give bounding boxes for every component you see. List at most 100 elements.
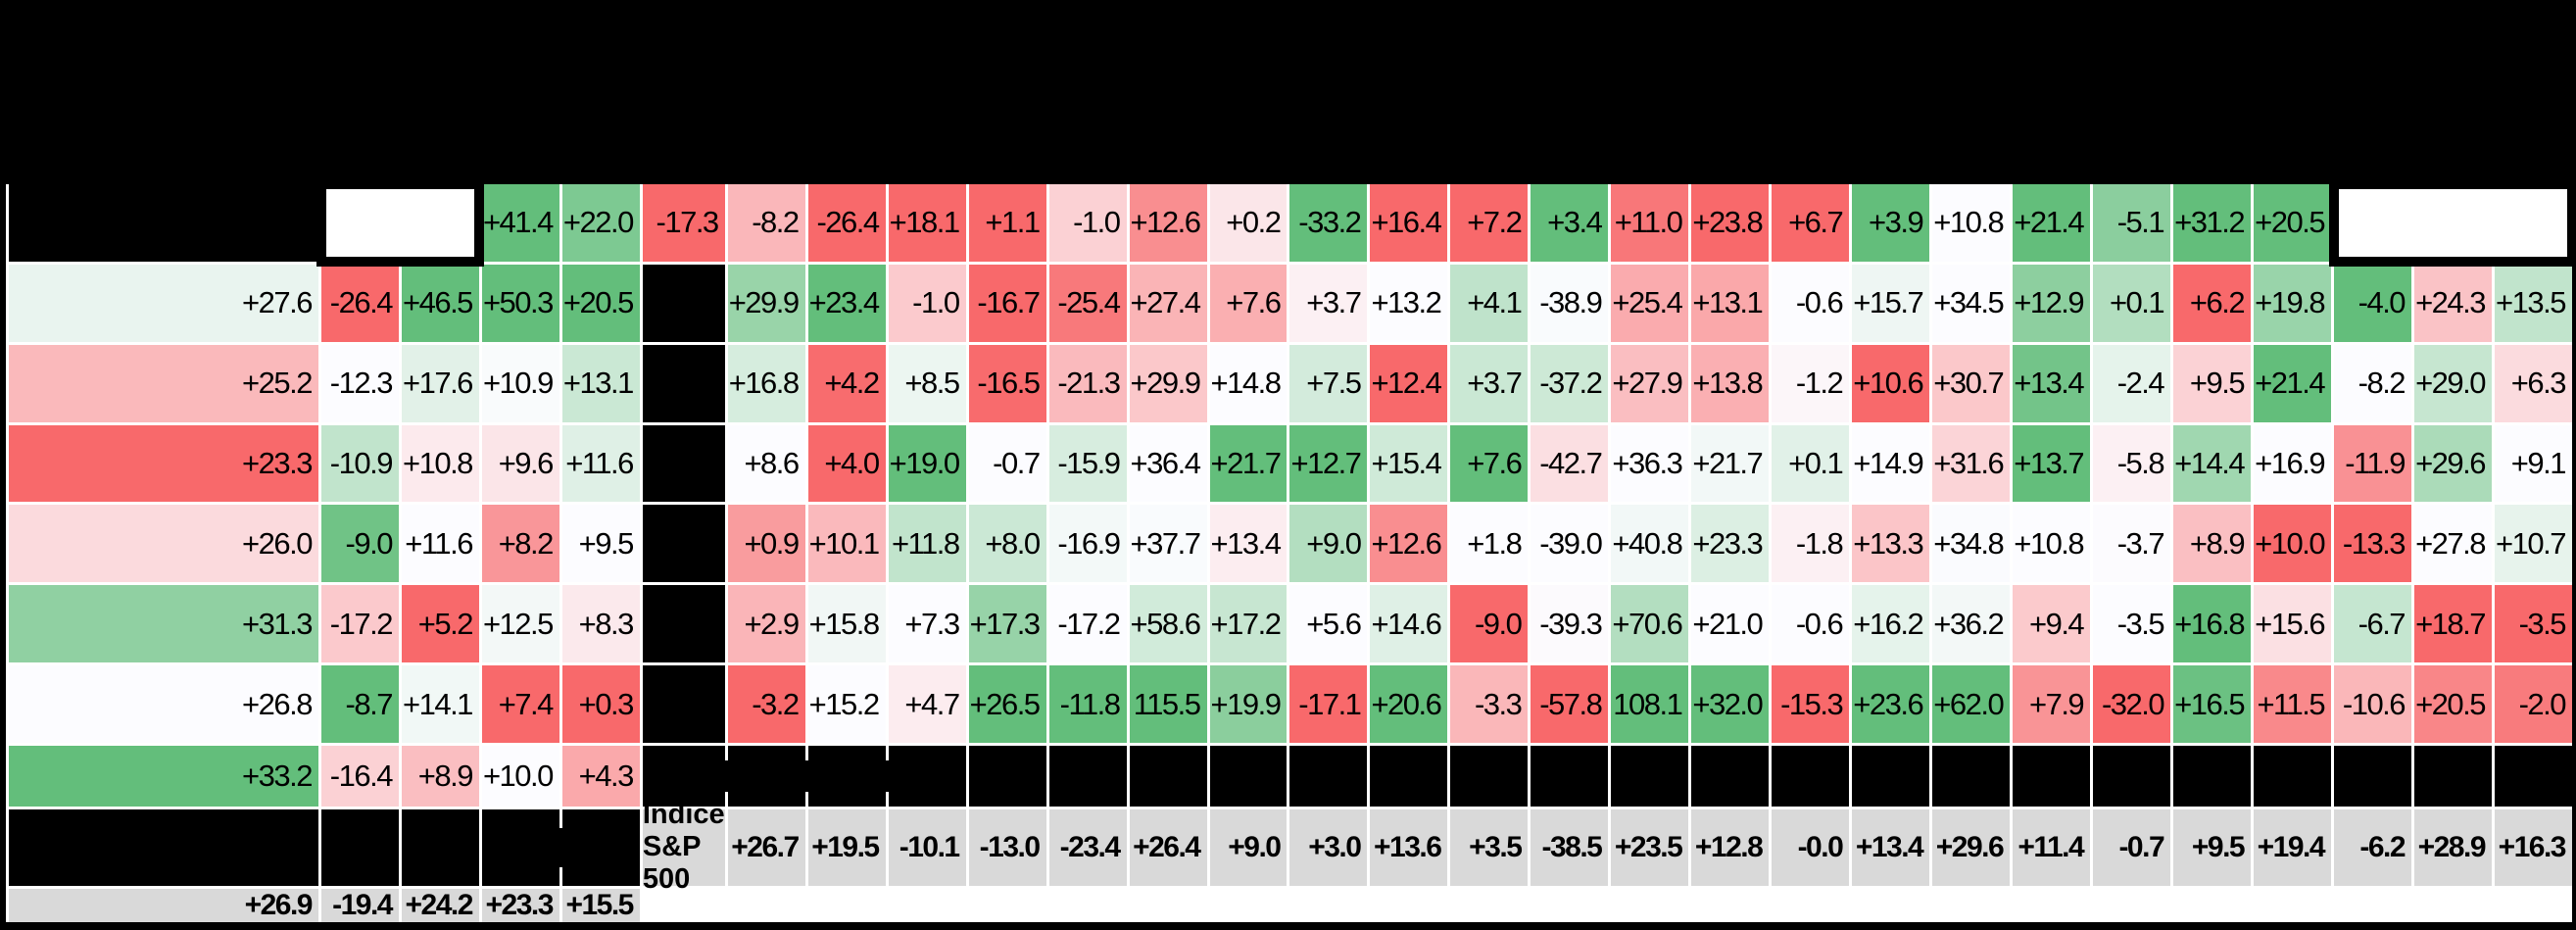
year-cell-redacted bbox=[1450, 745, 1529, 807]
index-row-cell: +16.3 bbox=[2495, 808, 2572, 886]
heatmap-cell: +13.1 bbox=[561, 344, 640, 422]
heatmap-cell: +7.4 bbox=[481, 665, 559, 743]
heatmap-cell: +16.2 bbox=[1852, 585, 1930, 663]
year-cell-redacted bbox=[1370, 745, 1448, 807]
heatmap-cell: -1.0 bbox=[888, 264, 966, 342]
year-cell-redacted bbox=[1531, 745, 1609, 807]
heatmap-cell: +17.2 bbox=[1209, 585, 1288, 663]
index-row-cell: +15.5 bbox=[561, 888, 640, 922]
heatmap-cell: +20.5 bbox=[2414, 665, 2493, 743]
heatmap-cell: +13.7 bbox=[2013, 424, 2091, 503]
index-row-cell: +11.4 bbox=[2013, 808, 2091, 886]
heatmap-cell: +0.3 bbox=[561, 665, 640, 743]
year-cell-redacted bbox=[804, 745, 886, 807]
year-cell-redacted bbox=[1852, 745, 1930, 807]
heatmap-cell: +9.4 bbox=[2013, 585, 2091, 663]
heatmap-cell: +3.4 bbox=[1531, 184, 1609, 262]
heatmap-cell: +31.6 bbox=[1932, 424, 2011, 503]
index-row-cell: -19.4 bbox=[321, 888, 399, 922]
heatmap-cell: -1.2 bbox=[1772, 344, 1850, 422]
heatmap-cell: -12.3 bbox=[321, 344, 399, 422]
index-row-cell: -23.4 bbox=[1048, 808, 1127, 886]
heatmap-cell: -39.3 bbox=[1531, 585, 1609, 663]
heatmap-cell: -39.0 bbox=[1531, 505, 1609, 583]
heatmap-cell: +13.3 bbox=[1852, 505, 1930, 583]
heatmap-cell: +12.5 bbox=[481, 585, 559, 663]
heatmap-cell: -10.6 bbox=[2334, 665, 2412, 743]
row-label-redacted bbox=[642, 585, 725, 663]
heatmap-cell: -8.7 bbox=[321, 665, 399, 743]
heatmap-cell: +15.6 bbox=[2254, 585, 2332, 663]
heatmap-cell: +1.1 bbox=[968, 184, 1046, 262]
heatmap-cell: +13.2 bbox=[1370, 264, 1448, 342]
heatmap-cell: -8.2 bbox=[727, 184, 805, 262]
heatmap-cell: -4.0 bbox=[2334, 264, 2412, 342]
heatmap-cell: +12.7 bbox=[1289, 424, 1368, 503]
heatmap-cell: +23.3 bbox=[9, 424, 318, 503]
heatmap-cell: +15.8 bbox=[807, 585, 886, 663]
heatmap-cell: -37.2 bbox=[1531, 344, 1609, 422]
heatmap-cell: +22.0 bbox=[561, 184, 640, 262]
heatmap-cell: +8.0 bbox=[968, 505, 1046, 583]
index-row-cell: -10.1 bbox=[888, 808, 966, 886]
index-row-cell: +23.3 bbox=[481, 888, 559, 922]
row-label-redacted bbox=[642, 344, 725, 422]
heatmap-cell: +20.6 bbox=[1370, 665, 1448, 743]
heatmap-cell: +11.5 bbox=[2254, 665, 2332, 743]
heatmap-cell: +10.0 bbox=[481, 745, 559, 807]
heatmap-cell: +5.2 bbox=[401, 585, 479, 663]
heatmap-cell: +3.7 bbox=[1450, 344, 1529, 422]
heatmap-cell: +4.1 bbox=[1450, 264, 1529, 342]
row-label-redacted bbox=[642, 264, 725, 342]
heatmap-cell: +5.6 bbox=[1289, 585, 1368, 663]
index-row-cell: -13.0 bbox=[968, 808, 1046, 886]
heatmap-cell: -21.3 bbox=[1048, 344, 1127, 422]
index-row-cell: +19.4 bbox=[2254, 808, 2332, 886]
heatmap-cell: -1.0 bbox=[1048, 184, 1127, 262]
heatmap-cell: +16.5 bbox=[2173, 665, 2252, 743]
heatmap-cell: +46.5 bbox=[401, 264, 479, 342]
heatmap-cell: +29.6 bbox=[2414, 424, 2493, 503]
heatmap-cell: +37.7 bbox=[1129, 505, 1207, 583]
heatmap-cell: 108.1 bbox=[1611, 665, 1689, 743]
heatmap-cell: +12.4 bbox=[1370, 344, 1448, 422]
index-row-cell: +24.2 bbox=[401, 888, 479, 922]
heatmap-cell: +21.4 bbox=[2254, 344, 2332, 422]
heatmap-cell: +10.0 bbox=[2254, 505, 2332, 583]
heatmap-cell: +13.4 bbox=[2013, 344, 2091, 422]
heatmap-cell: +13.5 bbox=[2495, 264, 2572, 342]
heatmap-cell: +8.3 bbox=[561, 585, 640, 663]
highlight-box bbox=[2329, 179, 2576, 267]
heatmap-cell: -10.9 bbox=[321, 424, 399, 503]
index-row-cell: +26.4 bbox=[1129, 808, 1207, 886]
index-row-cell: +9.0 bbox=[1209, 808, 1288, 886]
heatmap-cell: +9.5 bbox=[561, 505, 640, 583]
index-row-cell: +26.7 bbox=[727, 808, 805, 886]
heatmap-cell: +18.7 bbox=[2414, 585, 2493, 663]
year-cell-redacted bbox=[401, 808, 479, 886]
heatmap-cell: +4.0 bbox=[807, 424, 886, 503]
year-cell-redacted bbox=[2495, 745, 2572, 807]
heatmap-cell: +16.8 bbox=[727, 344, 805, 422]
row-label-redacted bbox=[9, 184, 318, 262]
heatmap-cell: -3.2 bbox=[727, 665, 805, 743]
index-row-cell: +12.8 bbox=[1691, 808, 1770, 886]
heatmap-cell: +3.7 bbox=[1289, 264, 1368, 342]
index-row-cell: +13.4 bbox=[1852, 808, 1930, 886]
year-cell-redacted bbox=[2013, 745, 2091, 807]
heatmap-cell: +6.7 bbox=[1772, 184, 1850, 262]
heatmap-cell: +7.6 bbox=[1209, 264, 1288, 342]
year-cell-redacted bbox=[559, 808, 640, 886]
heatmap-cell: +26.8 bbox=[9, 665, 318, 743]
heatmap-cell: +10.8 bbox=[401, 424, 479, 503]
heatmap-cell: +9.5 bbox=[2173, 344, 2252, 422]
heatmap-cell: +4.2 bbox=[807, 344, 886, 422]
heatmap-cell: +0.1 bbox=[2093, 264, 2171, 342]
heatmap-cell: +26.5 bbox=[968, 665, 1046, 743]
heatmap-cell: -9.0 bbox=[321, 505, 399, 583]
index-row-cell: +29.6 bbox=[1932, 808, 2011, 886]
index-row-cell: +3.0 bbox=[1289, 808, 1368, 886]
heatmap-cell: +9.1 bbox=[2495, 424, 2572, 503]
heatmap-cell: -26.4 bbox=[321, 264, 399, 342]
